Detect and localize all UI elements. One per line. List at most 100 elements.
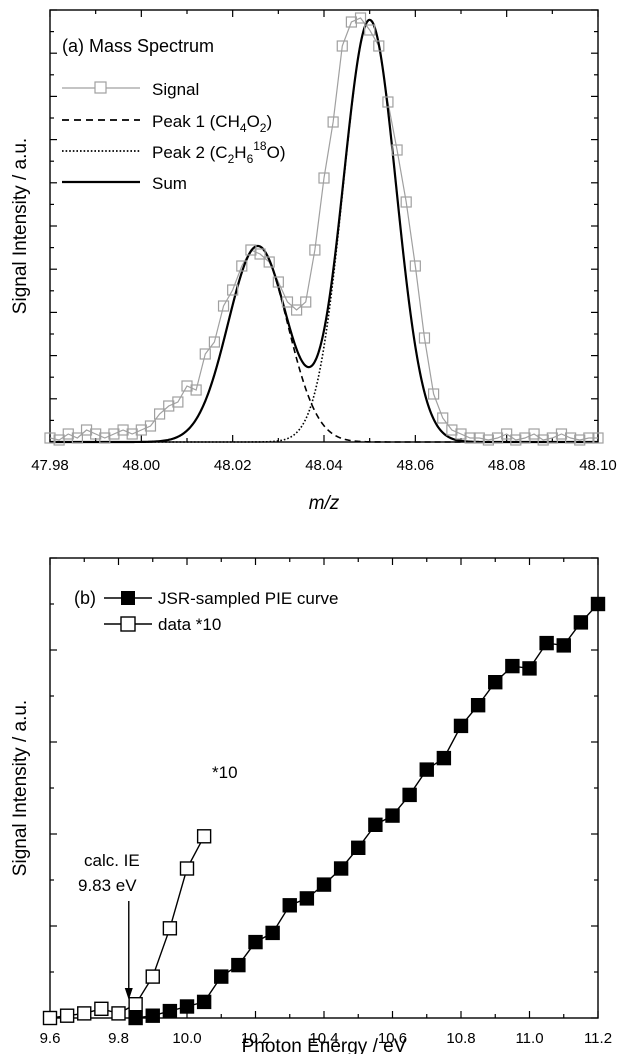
jsr-point bbox=[145, 1008, 160, 1023]
x-tick-label: 48.10 bbox=[579, 457, 617, 474]
jsr-point bbox=[351, 840, 366, 855]
x-tick-label: 48.02 bbox=[214, 457, 252, 474]
tick-marks-a bbox=[49, 9, 599, 443]
legend-b: (b) JSR-sampled PIE curve data *10 bbox=[74, 588, 338, 634]
signal-point bbox=[309, 244, 321, 256]
x-tick-label: 10.4 bbox=[309, 1030, 338, 1047]
jsr-point bbox=[162, 1003, 178, 1019]
signal-point bbox=[190, 384, 202, 396]
legend-peak2-label: Peak 2 (C2H618O) bbox=[152, 139, 286, 166]
jsr-point bbox=[128, 1010, 143, 1026]
data10-point bbox=[162, 921, 178, 936]
signal-point bbox=[336, 40, 348, 52]
jsr-markers bbox=[128, 596, 606, 1026]
x-tick-label: 10.2 bbox=[241, 1030, 270, 1047]
signal-point bbox=[327, 116, 339, 128]
jsr-point bbox=[248, 934, 263, 950]
scale-annotation: *10 bbox=[212, 763, 238, 782]
jsr-point bbox=[453, 718, 469, 734]
signal-point bbox=[245, 244, 257, 256]
x-tick-label: 48.00 bbox=[123, 457, 161, 474]
signal-point bbox=[437, 412, 449, 424]
signal-point bbox=[71, 432, 84, 444]
signal-point bbox=[382, 96, 394, 108]
x-tick-label: 11.2 bbox=[584, 1030, 612, 1047]
legend-signal-swatch bbox=[62, 81, 140, 94]
legend-sum-label: Sum bbox=[152, 174, 187, 193]
data10-point bbox=[42, 1010, 58, 1026]
signal-point bbox=[519, 432, 531, 444]
legend-data10-label: data *10 bbox=[158, 615, 221, 634]
signal-point bbox=[227, 284, 239, 296]
signal-point bbox=[44, 432, 56, 444]
pie-curve-panel: 9.6 9.8 10.0 10.2 10.4 10.6 10.8 11.0 11.2 (b) J… bbox=[10, 557, 612, 1054]
mass-spectrum-panel: 47.98 48.00 48.02 48.04 48.06 48.08 48.10 (a) … bbox=[10, 9, 617, 514]
signal-point bbox=[236, 260, 248, 272]
signal-point bbox=[163, 400, 175, 412]
jsr-point bbox=[282, 898, 297, 913]
x-axis-label-b: Photon Energy / eV bbox=[242, 1036, 407, 1054]
panel-a-label: (a) Mass Spectrum bbox=[62, 36, 214, 56]
signal-point bbox=[281, 296, 294, 308]
signal-point bbox=[53, 434, 65, 446]
legend-peak1-label: Peak 1 (CH4O2) bbox=[152, 112, 272, 135]
signal-point bbox=[555, 428, 568, 440]
x-tick-label: 47.98 bbox=[31, 457, 69, 474]
fit-curves-a bbox=[49, 17, 598, 444]
signal-point bbox=[354, 12, 367, 24]
signal-point bbox=[172, 396, 184, 408]
ie-annotation-line1: calc. IE bbox=[84, 851, 140, 870]
jsr-point bbox=[556, 638, 571, 653]
signal-point bbox=[364, 24, 376, 36]
jsr-point bbox=[590, 596, 606, 612]
data10-point bbox=[128, 997, 143, 1012]
jsr-line bbox=[135, 603, 599, 1019]
signal-markers bbox=[44, 12, 604, 446]
signal-point bbox=[428, 388, 440, 400]
signal-point bbox=[154, 408, 166, 420]
ie-annotation-line2: 9.83 eV bbox=[78, 876, 137, 895]
ie-arrow bbox=[124, 901, 133, 1000]
signal-point bbox=[263, 256, 275, 268]
jsr-point bbox=[231, 957, 246, 973]
signal-line bbox=[49, 17, 598, 441]
x-tick-label: 10.8 bbox=[446, 1030, 475, 1047]
signal-point bbox=[473, 432, 485, 444]
x-axis-label-a: m/z bbox=[309, 493, 340, 514]
signal-point bbox=[181, 380, 193, 392]
jsr-point bbox=[368, 817, 383, 832]
signal-point bbox=[318, 172, 330, 184]
signal-point bbox=[80, 424, 93, 436]
signal-point bbox=[501, 428, 513, 440]
signal-point bbox=[254, 248, 266, 260]
legend-jsr-label: JSR-sampled PIE curve bbox=[158, 589, 338, 608]
data10-point bbox=[111, 1006, 126, 1021]
jsr-point bbox=[265, 925, 280, 941]
signal-point bbox=[537, 434, 549, 446]
signal-point bbox=[455, 428, 467, 440]
signal-point bbox=[373, 40, 385, 52]
x-tick-label: 9.6 bbox=[40, 1030, 61, 1047]
signal-point bbox=[99, 432, 111, 444]
data10-line bbox=[49, 835, 205, 1019]
data10-point bbox=[196, 829, 212, 844]
x-tick-label: 11.0 bbox=[515, 1030, 543, 1047]
signal-point bbox=[117, 424, 129, 436]
data10-point bbox=[59, 1008, 75, 1023]
data10-point bbox=[77, 1006, 92, 1021]
x-tick-labels-a: 47.98 48.00 48.02 48.04 48.06 48.08 48.10 bbox=[31, 457, 617, 474]
signal-point bbox=[564, 432, 577, 444]
signal-point bbox=[90, 428, 102, 440]
signal-point bbox=[574, 434, 586, 446]
jsr-point bbox=[470, 698, 486, 713]
signal-point bbox=[391, 144, 403, 156]
signal-point bbox=[528, 428, 540, 440]
signal-point bbox=[108, 428, 120, 440]
sum-curve bbox=[50, 18, 598, 444]
x-tick-label: 10.6 bbox=[378, 1030, 407, 1047]
x-tick-label: 48.08 bbox=[488, 457, 526, 474]
signal-point bbox=[583, 432, 595, 444]
legend-signal-label: Signal bbox=[152, 80, 199, 99]
jsr-point bbox=[505, 658, 520, 674]
x-tick-label: 48.04 bbox=[305, 457, 343, 474]
